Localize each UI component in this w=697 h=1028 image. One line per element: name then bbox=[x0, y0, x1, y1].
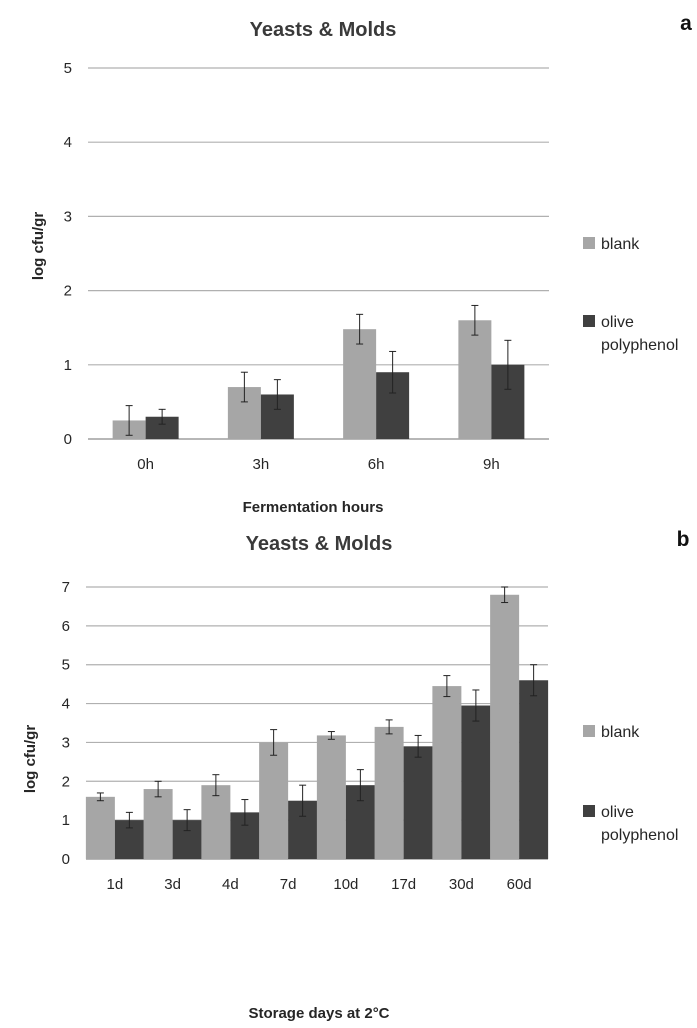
chart-a-y-tick-label: 1 bbox=[64, 357, 72, 374]
chart-b-error-bar bbox=[443, 675, 451, 698]
chart-b-legend-label: olive bbox=[601, 804, 634, 821]
chart-b-bar-olive-polyphenol bbox=[461, 705, 491, 859]
chart-a: Yeasts & Molds a log cfu/gr Fermentation… bbox=[30, 12, 692, 516]
chart-b-bars bbox=[85, 594, 549, 859]
chart-b-y-tick-label: 0 bbox=[62, 851, 70, 868]
chart-a-x-tick-label: 6h bbox=[368, 456, 385, 473]
chart-b-error-bar bbox=[501, 586, 509, 604]
chart-b-x-tick-label: 60d bbox=[507, 876, 532, 893]
chart-b-legend-label: blank bbox=[601, 724, 640, 741]
chart-a-x-tick-label: 3h bbox=[253, 456, 270, 473]
chart-b-error-bar bbox=[183, 809, 191, 832]
chart-a-legend-item-blank: blank bbox=[583, 236, 640, 253]
chart-a-x-tick-label: 0h bbox=[137, 456, 154, 473]
chart-b-y-tick-label: 4 bbox=[62, 696, 70, 713]
chart-b-legend-item-blank: blank bbox=[583, 724, 640, 741]
chart-b-bar-blank bbox=[143, 789, 173, 859]
chart-a-error-bar bbox=[471, 304, 479, 336]
chart-b-x-tick-label: 4d bbox=[222, 876, 239, 893]
chart-a-title: Yeasts & Molds bbox=[250, 19, 397, 41]
chart-b-error-bar bbox=[299, 784, 307, 817]
chart-a-legend-swatch bbox=[583, 315, 595, 327]
chart-b-bar-blank bbox=[432, 686, 462, 859]
chart-b-y-tick-label: 5 bbox=[62, 657, 70, 674]
chart-b-x-tick-label: 17d bbox=[391, 876, 416, 893]
chart-a-panel-letter: a bbox=[680, 12, 692, 35]
chart-b-legend-swatch bbox=[583, 805, 595, 817]
chart-a-y-tick-label: 5 bbox=[64, 60, 72, 77]
chart-b-legend: blank olive polyphenol bbox=[583, 724, 678, 844]
chart-b-legend-label: polyphenol bbox=[601, 827, 678, 844]
chart-a-ylabel: log cfu/gr bbox=[30, 212, 47, 280]
chart-b-bar-olive-polyphenol bbox=[403, 746, 433, 859]
chart-a-legend: blank olive polyphenol bbox=[583, 236, 678, 354]
chart-b-error-bar bbox=[356, 769, 364, 802]
chart-b-error-bar bbox=[154, 780, 162, 798]
chart-a-y-tick-label: 2 bbox=[64, 283, 72, 300]
chart-b-legend-swatch bbox=[583, 725, 595, 737]
chart-b-bar-blank bbox=[374, 726, 404, 859]
chart-a-error-bar bbox=[356, 313, 364, 345]
chart-a-bars bbox=[112, 320, 525, 439]
chart-b-bar-blank bbox=[316, 735, 346, 859]
chart-a-legend-label: blank bbox=[601, 236, 640, 253]
chart-b-error-bar bbox=[414, 734, 422, 758]
chart-a-error-bars bbox=[125, 304, 512, 436]
chart-a-y-tick-label: 0 bbox=[64, 431, 72, 448]
chart-b-error-bars bbox=[96, 586, 538, 832]
chart-b-legend-item-olive-polyphenol: olive polyphenol bbox=[583, 804, 678, 844]
chart-b-x-tick-label: 7d bbox=[280, 876, 297, 893]
chart-b-bar-blank bbox=[490, 594, 520, 859]
chart-a-error-bar bbox=[504, 339, 512, 390]
chart-b-x-tick-label: 1d bbox=[107, 876, 124, 893]
chart-a-bar-blank bbox=[458, 320, 492, 439]
chart-b-error-bar bbox=[530, 664, 538, 697]
chart-a-error-bar bbox=[240, 371, 248, 403]
chart-b-error-bar bbox=[472, 689, 480, 722]
chart-b-error-bar bbox=[327, 731, 335, 740]
chart-a-x-ticks: 0h 3h 6h 9h bbox=[137, 456, 499, 473]
chart-b-y-tick-label: 1 bbox=[62, 812, 70, 829]
chart-b-bar-olive-polyphenol bbox=[519, 680, 549, 859]
chart-a-y-tick-label: 4 bbox=[64, 134, 72, 151]
chart-b-error-bar bbox=[96, 792, 104, 802]
chart-a-error-bar bbox=[389, 350, 397, 394]
chart-b-y-tick-label: 7 bbox=[62, 579, 70, 596]
chart-b-y-tick-label: 2 bbox=[62, 773, 70, 790]
chart-b-error-bar bbox=[241, 799, 249, 826]
chart-b-bar-blank bbox=[85, 796, 115, 859]
chart-a-y-tick-label: 3 bbox=[64, 208, 72, 225]
chart-a-xlabel: Fermentation hours bbox=[243, 499, 384, 516]
chart-b-y-tick-label: 6 bbox=[62, 618, 70, 635]
chart-b-bar-blank bbox=[259, 742, 289, 859]
chart-a-legend-label: polyphenol bbox=[601, 337, 678, 354]
chart-b-panel-letter: b bbox=[677, 528, 690, 551]
chart-a-legend-item-olive-polyphenol: olive polyphenol bbox=[583, 314, 678, 354]
chart-a-error-bar bbox=[158, 408, 166, 425]
chart-b: Yeasts & Molds b log cfu/gr Storage days… bbox=[22, 528, 689, 1022]
chart-b-x-tick-label: 10d bbox=[333, 876, 358, 893]
chart-a-x-tick-label: 9h bbox=[483, 456, 500, 473]
chart-b-x-tick-label: 30d bbox=[449, 876, 474, 893]
chart-b-x-ticks: 1d 3d 4d 7d 10d 17d 30d 60d bbox=[107, 876, 532, 893]
chart-a-y-ticks: 0 1 2 3 4 5 bbox=[64, 60, 72, 448]
chart-b-error-bar bbox=[270, 729, 278, 756]
chart-b-bar-blank bbox=[201, 785, 231, 859]
chart-a-error-bar bbox=[273, 379, 281, 410]
chart-b-y-tick-label: 3 bbox=[62, 734, 70, 751]
chart-b-y-ticks: 0 1 2 3 4 5 6 7 bbox=[62, 579, 70, 868]
chart-b-x-tick-label: 3d bbox=[164, 876, 181, 893]
chart-a-bar-olive-polyphenol bbox=[145, 416, 179, 439]
chart-a-bar-blank bbox=[343, 329, 377, 439]
chart-b-error-bar bbox=[212, 774, 220, 797]
chart-a-error-bar bbox=[125, 405, 133, 436]
chart-b-error-bar bbox=[125, 811, 133, 829]
chart-b-title: Yeasts & Molds bbox=[246, 533, 393, 555]
chart-b-ylabel: log cfu/gr bbox=[22, 725, 39, 793]
chart-b-error-bar bbox=[385, 719, 393, 735]
chart-a-legend-swatch bbox=[583, 237, 595, 249]
chart-a-legend-label: olive bbox=[601, 314, 634, 331]
chart-b-xlabel: Storage days at 2°C bbox=[248, 1005, 389, 1022]
